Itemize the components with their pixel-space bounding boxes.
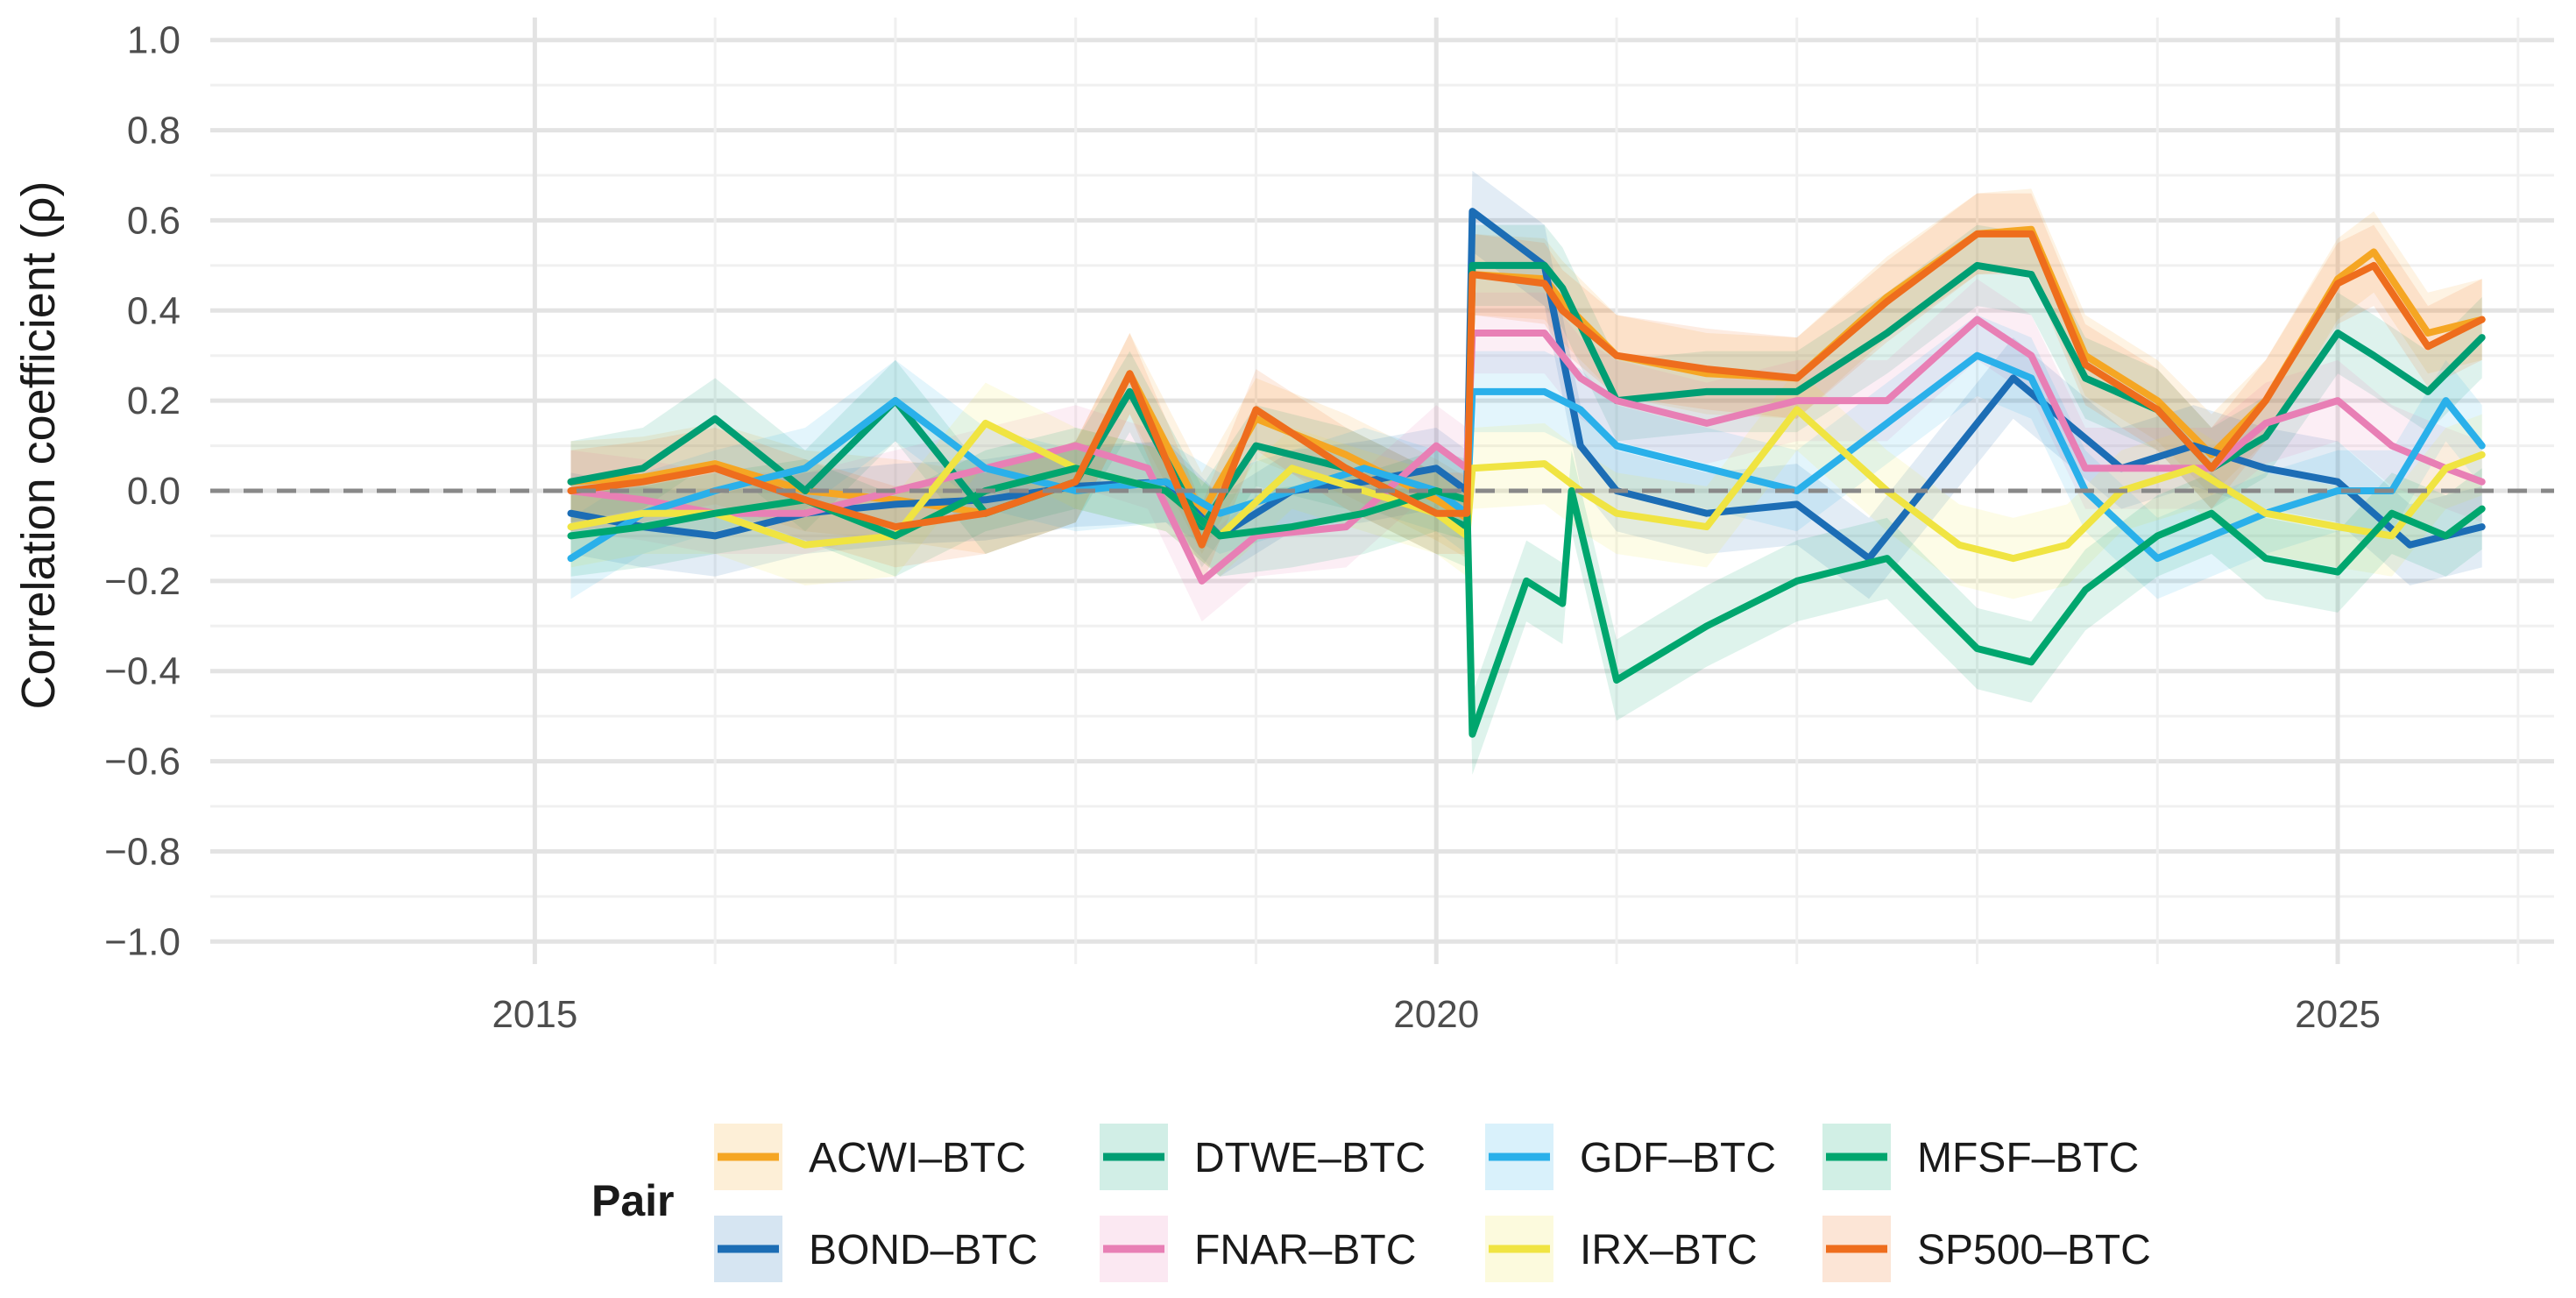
x-axis-ticks: 2015 2020 2025 — [492, 993, 2381, 1036]
legend-label: MFSF–BTC — [1917, 1135, 2139, 1181]
series-lines — [567, 208, 2486, 738]
legend-label: IRX–BTC — [1580, 1227, 1758, 1273]
legend: Pair ACWI–BTC BOND–BTC DTWE–BTC FNAR–BTC GDF… — [591, 1124, 2151, 1282]
legend-item-mfsf-btc: MFSF–BTC — [1822, 1124, 2139, 1190]
legend-item-gdf-btc: GDF–BTC — [1485, 1124, 1776, 1190]
y-axis-ticks: −1.0 −0.8 −0.6 −0.4 −0.2 0.0 0.2 0.4 0.6 0.8 1.0 — [104, 19, 180, 964]
y-tick-label: 0.6 — [127, 199, 180, 242]
line-gdf-btc — [567, 351, 2486, 563]
legend-item-fnar-btc: FNAR–BTC — [1100, 1216, 1416, 1282]
legend-item-irx-btc: IRX–BTC — [1485, 1216, 1758, 1282]
y-tick-label: −1.0 — [104, 920, 180, 963]
x-tick-label: 2020 — [1393, 993, 1479, 1036]
line-irx-btc — [567, 406, 2486, 563]
legend-item-sp500-btc: SP500–BTC — [1822, 1216, 2151, 1282]
legend-label: BOND–BTC — [809, 1227, 1037, 1273]
band-mfsf-btc — [570, 428, 2482, 775]
y-tick-label: 0.0 — [127, 470, 180, 513]
y-tick-label: −0.8 — [104, 830, 180, 873]
band-acwi-btc — [570, 188, 2482, 559]
x-tick-label: 2025 — [2295, 993, 2381, 1036]
y-tick-label: −0.6 — [104, 741, 180, 784]
legend-item-bond-btc: BOND–BTC — [714, 1216, 1037, 1282]
legend-title: Pair — [591, 1176, 675, 1225]
legend-label: DTWE–BTC — [1194, 1135, 1426, 1181]
legend-label: GDF–BTC — [1580, 1135, 1776, 1181]
y-tick-label: 1.0 — [127, 19, 180, 62]
y-tick-label: 0.8 — [127, 110, 180, 152]
y-tick-label: −0.4 — [104, 650, 180, 693]
legend-item-acwi-btc: ACWI–BTC — [714, 1124, 1026, 1190]
line-sp500-btc — [567, 230, 2486, 549]
y-axis-label: Correlation coefficient (ρ) — [12, 181, 65, 710]
legend-label: ACWI–BTC — [809, 1135, 1026, 1181]
legend-label: FNAR–BTC — [1194, 1227, 1416, 1273]
y-tick-label: −0.2 — [104, 560, 180, 603]
legend-item-dtwe-btc: DTWE–BTC — [1100, 1124, 1426, 1190]
y-tick-label: 0.2 — [127, 379, 180, 422]
x-tick-label: 2015 — [492, 993, 577, 1036]
band-irx-btc — [570, 369, 2482, 599]
y-tick-label: 0.4 — [127, 289, 180, 332]
grid-lines — [210, 18, 2554, 964]
line-acwi-btc — [567, 225, 2486, 521]
legend-label: SP500–BTC — [1917, 1227, 2151, 1273]
